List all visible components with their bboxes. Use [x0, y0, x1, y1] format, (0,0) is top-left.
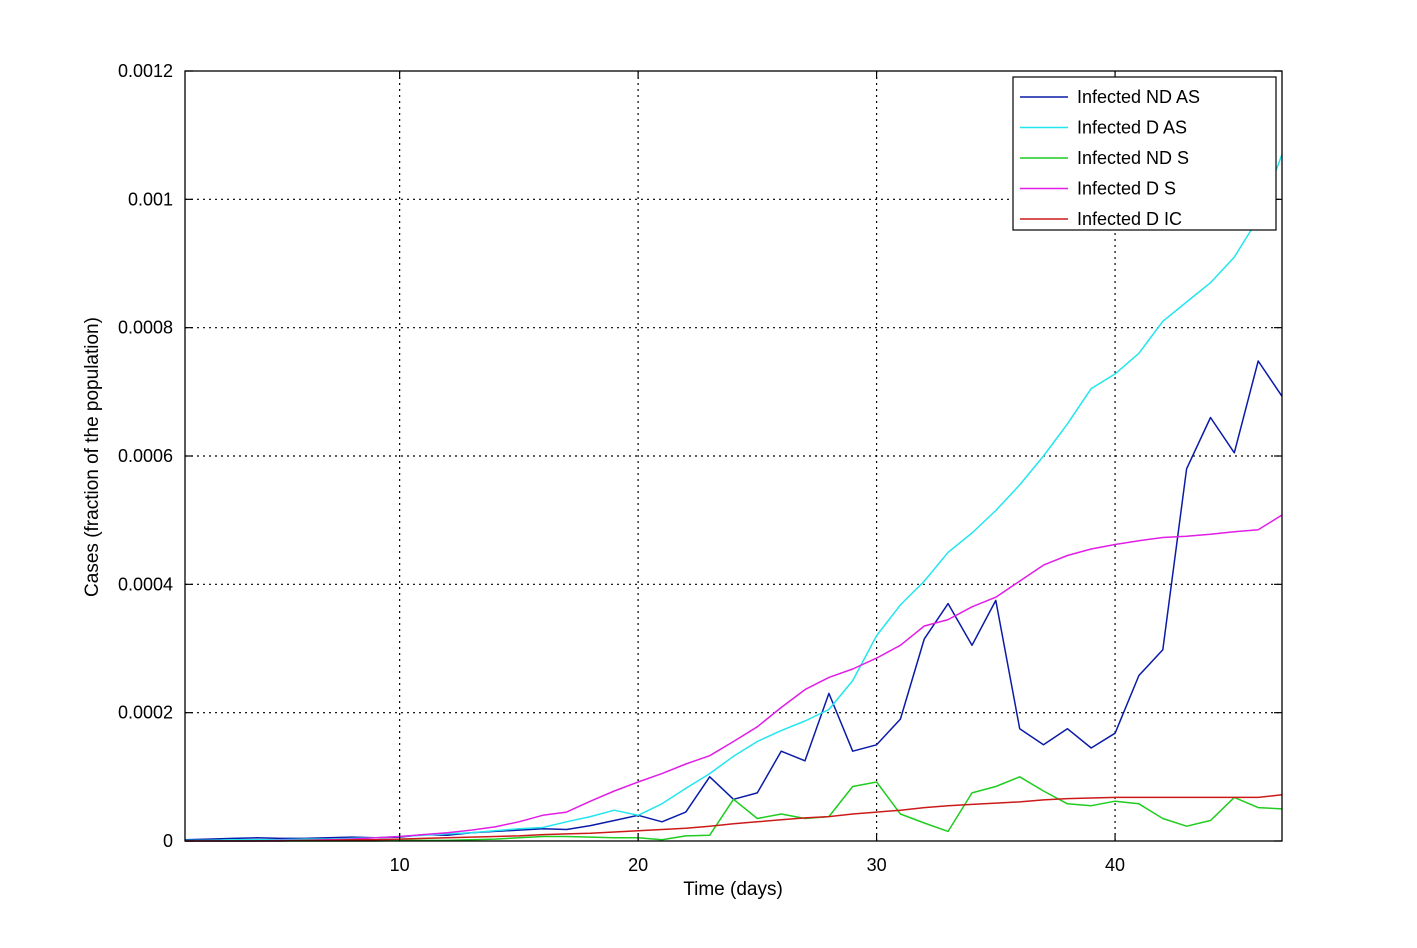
- series-line-infected-d-ic: [185, 794, 1283, 842]
- y-tick-label: 0.001: [128, 189, 173, 209]
- legend-label-infected-nd-as: Infected ND AS: [1077, 87, 1200, 107]
- y-tick-label: 0.0006: [118, 446, 173, 466]
- y-tick-label: 0: [163, 831, 173, 851]
- x-tick-label: 30: [867, 855, 887, 875]
- legend-label-infected-d-s: Infected D S: [1077, 179, 1176, 199]
- legend-label-infected-nd-s: Infected ND S: [1077, 148, 1189, 168]
- series-line-infected-d-s: [185, 514, 1283, 842]
- legend-box: [1012, 76, 1277, 231]
- y-tick-label: 0.0012: [118, 61, 173, 81]
- x-axis-tick-labels: 10 20 30 40: [390, 855, 1125, 875]
- y-tick-label: 0.0002: [118, 703, 173, 723]
- legend-label-infected-d-ic: Infected D IC: [1077, 209, 1182, 229]
- grid-lines: [185, 71, 1282, 841]
- x-tick-label: 40: [1105, 855, 1125, 875]
- legend-label-infected-d-as: Infected D AS: [1077, 118, 1187, 138]
- y-axis-label: Cases (fraction of the population): [82, 317, 103, 597]
- legend: Infected ND AS Infected D AS Infected ND S…: [1012, 76, 1277, 231]
- y-tick-label: 0.0004: [118, 574, 173, 594]
- x-tick-label: 10: [390, 855, 410, 875]
- x-axis-label: Time (days): [683, 879, 783, 900]
- y-tick-label: 0.0008: [118, 318, 173, 338]
- y-axis-tick-labels: 0 0.0002 0.0004 0.0006 0.0008 0.001 0.0012: [118, 61, 173, 851]
- x-tick-label: 20: [628, 855, 648, 875]
